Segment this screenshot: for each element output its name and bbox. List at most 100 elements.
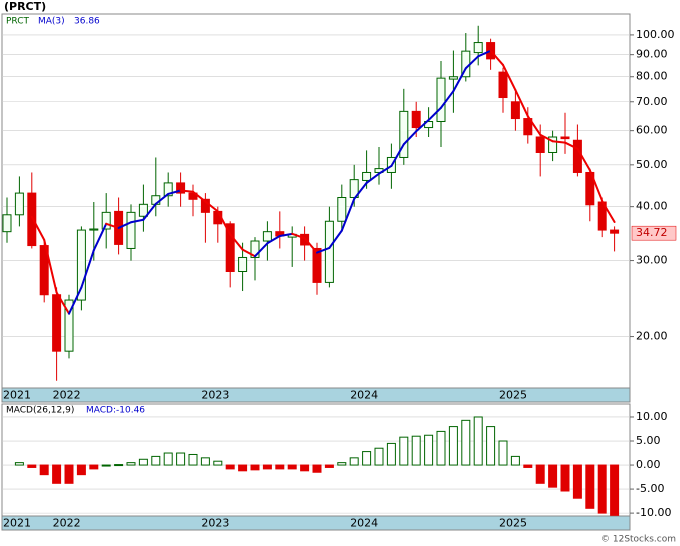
macd-bar bbox=[138, 458, 148, 466]
candle-body bbox=[560, 136, 570, 140]
macd-bar bbox=[572, 464, 582, 499]
macd-bar bbox=[89, 464, 99, 470]
candle-body bbox=[362, 171, 372, 181]
macd-bar bbox=[324, 464, 334, 468]
x-tick-label: 2024 bbox=[350, 389, 378, 402]
ma-segment bbox=[266, 235, 281, 245]
y-tick-label: 30.00 bbox=[636, 254, 668, 267]
ma-segment bbox=[415, 119, 430, 133]
x-tick-label: 2022 bbox=[53, 389, 81, 402]
candle-body bbox=[64, 299, 74, 352]
macd-bar bbox=[349, 457, 359, 466]
macd-bar bbox=[225, 464, 235, 470]
candle-body bbox=[76, 229, 86, 301]
y-tick-label: 40.00 bbox=[636, 200, 668, 213]
candle-body bbox=[138, 203, 148, 217]
ma-segment bbox=[154, 192, 170, 205]
y-tick-label: 90.00 bbox=[636, 48, 668, 61]
macd-bar bbox=[585, 464, 595, 509]
candle-body bbox=[436, 77, 446, 123]
ma-segment bbox=[489, 49, 504, 66]
candle-body bbox=[535, 136, 545, 153]
ma-segment bbox=[477, 49, 492, 58]
ma-segment bbox=[390, 143, 405, 167]
candle-body bbox=[225, 223, 235, 273]
macd-bar bbox=[287, 464, 297, 470]
ma-segment bbox=[278, 232, 294, 238]
last-price-box bbox=[631, 225, 677, 241]
last-price-label: 34.72 bbox=[636, 226, 668, 239]
x-tick-label: 2021 bbox=[3, 389, 31, 402]
macd-bar bbox=[461, 419, 471, 466]
ma-segment bbox=[440, 90, 455, 109]
macd-bar bbox=[163, 452, 173, 466]
ma-segment bbox=[229, 233, 244, 251]
candle-body bbox=[399, 110, 409, 158]
ma-segment bbox=[514, 89, 529, 118]
candle-body bbox=[610, 229, 620, 234]
macd-bar bbox=[262, 464, 272, 470]
macd-bar bbox=[238, 464, 248, 472]
ma-segment bbox=[564, 141, 579, 150]
macd-title: MACD(26,12,9) bbox=[6, 406, 74, 416]
ma-segment bbox=[216, 210, 232, 236]
y-tick-label: -10.00 bbox=[636, 506, 671, 519]
ma-segment bbox=[291, 232, 306, 240]
ma-segment bbox=[105, 222, 120, 229]
y-tick-label: 100.00 bbox=[636, 28, 675, 41]
candle-body bbox=[324, 220, 334, 283]
x-tick-label: 2023 bbox=[201, 517, 229, 530]
x-tick-label: 2025 bbox=[499, 389, 527, 402]
candle-body bbox=[89, 228, 99, 231]
y-tick-label: 60.00 bbox=[636, 124, 668, 137]
macd-bar bbox=[126, 462, 136, 466]
macd-bar bbox=[473, 416, 483, 466]
ma-segment bbox=[427, 106, 442, 122]
ma-segment bbox=[452, 67, 467, 93]
ma-segment bbox=[601, 200, 616, 223]
ma-segment bbox=[55, 291, 70, 315]
legend-entry: PRCT bbox=[6, 17, 30, 27]
date-band bbox=[1, 387, 631, 403]
y-tick-label: 80.00 bbox=[636, 70, 668, 83]
candle-body bbox=[27, 192, 37, 247]
ma-segment bbox=[588, 169, 604, 203]
ma-segment bbox=[340, 197, 356, 232]
ma-segment bbox=[576, 147, 591, 172]
macd-bar bbox=[14, 462, 24, 466]
macd-bar bbox=[362, 451, 372, 466]
candle-body bbox=[548, 136, 558, 153]
macd-bar bbox=[200, 457, 210, 466]
ma-segment bbox=[179, 189, 194, 193]
macd-bar bbox=[610, 464, 620, 516]
candle-body bbox=[52, 294, 62, 352]
x-tick-label: 2023 bbox=[201, 389, 229, 402]
ma-segment bbox=[464, 55, 480, 70]
y-tick-label: 70.00 bbox=[636, 95, 668, 108]
macd-bar bbox=[151, 455, 161, 466]
ma-segment bbox=[68, 286, 83, 315]
ma-segment bbox=[303, 237, 318, 254]
macd-bar bbox=[39, 464, 49, 476]
ma-segment bbox=[353, 181, 368, 200]
candle-body bbox=[126, 211, 136, 249]
legend-entry: MA(3) bbox=[38, 17, 65, 27]
macd-bar bbox=[76, 464, 86, 476]
ma-segment bbox=[551, 140, 566, 144]
y-tick-label: 50.00 bbox=[636, 158, 668, 171]
y-tick-label: -5.00 bbox=[636, 482, 664, 495]
macd-bar bbox=[548, 464, 558, 488]
candle-body bbox=[523, 118, 533, 136]
macd-bar bbox=[535, 464, 545, 484]
ma-segment bbox=[241, 248, 256, 258]
x-tick-label: 2024 bbox=[350, 517, 378, 530]
candle-body bbox=[238, 256, 248, 273]
ma-segment bbox=[316, 246, 331, 254]
ma-segment bbox=[402, 130, 418, 146]
ma-segment bbox=[142, 202, 157, 221]
macd-bar bbox=[448, 426, 458, 466]
candle-body bbox=[510, 101, 520, 120]
